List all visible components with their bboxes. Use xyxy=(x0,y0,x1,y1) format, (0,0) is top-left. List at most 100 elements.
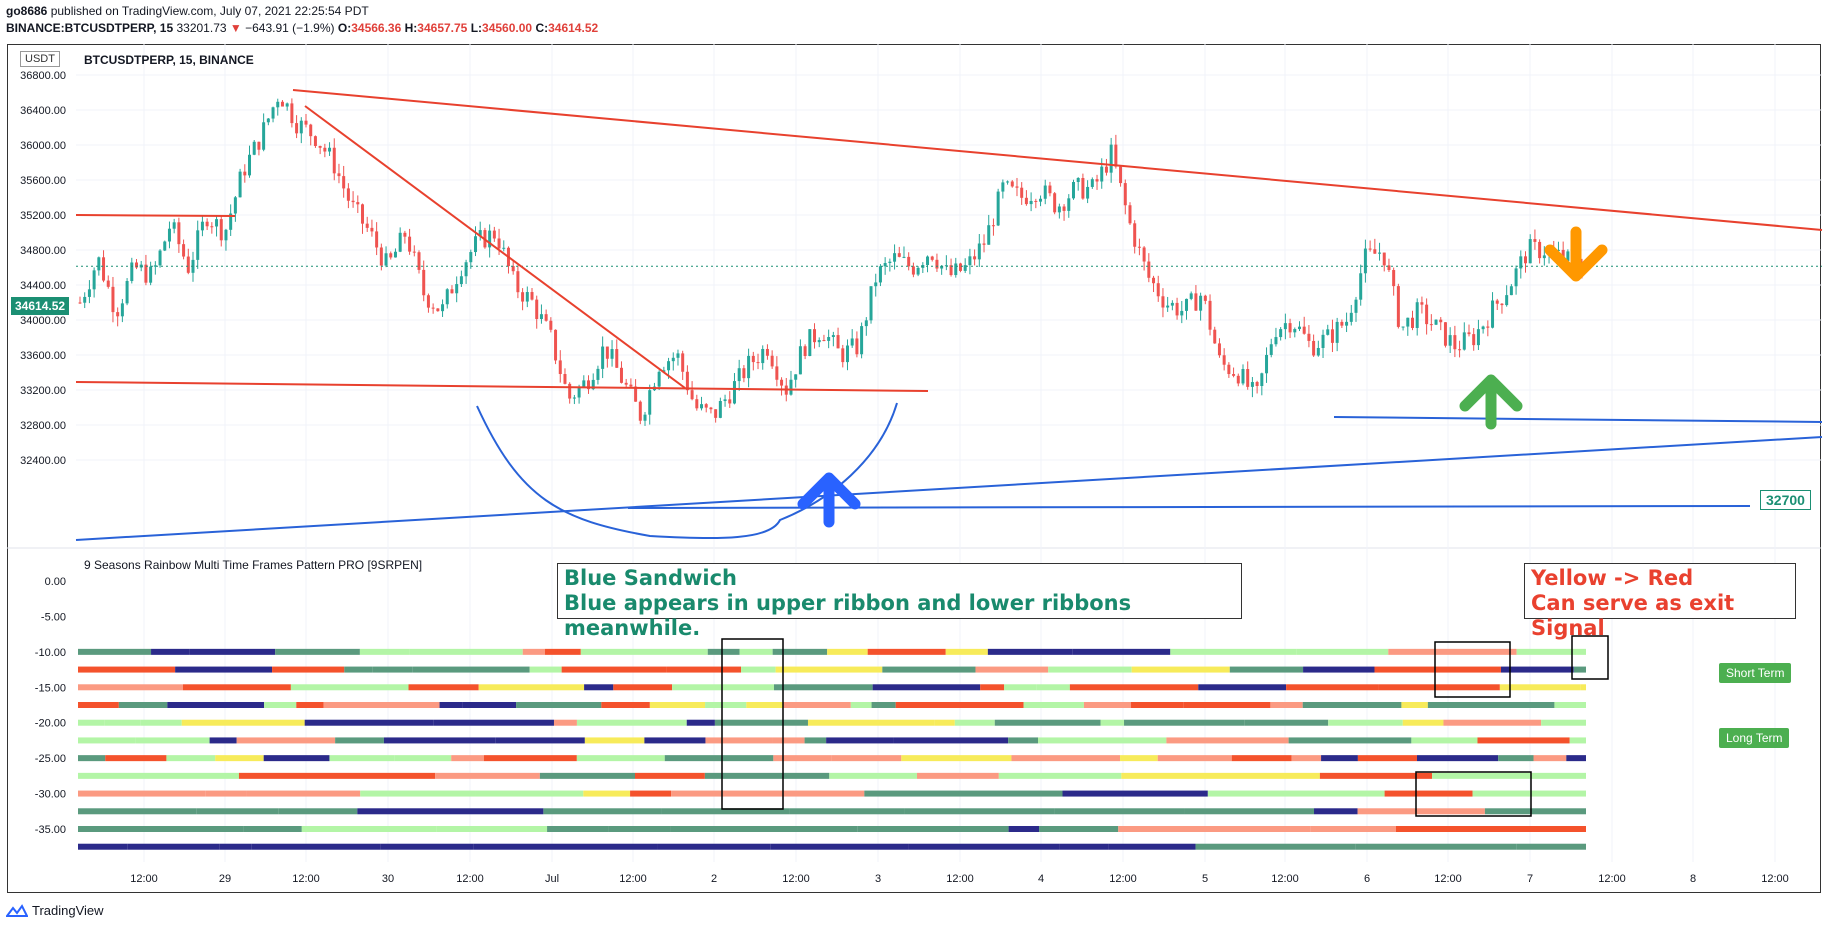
candle-body xyxy=(365,223,369,228)
ribbon-segment xyxy=(357,808,544,815)
candle-body xyxy=(1236,375,1240,384)
ribbon-segment xyxy=(1296,648,1389,655)
candle-body xyxy=(1006,181,1010,183)
ribbon-segment xyxy=(705,702,747,708)
ribbon-segment xyxy=(394,755,452,762)
candle-body xyxy=(163,241,167,251)
ribbon-segment xyxy=(1059,843,1109,850)
ribbon-segment xyxy=(409,648,523,655)
annotation-blue-sandwich[interactable]: Blue Sandwich Blue appears in upper ribb… xyxy=(557,563,1242,640)
ribbon-segment xyxy=(1008,737,1038,744)
candle-body xyxy=(624,382,628,385)
candle-body xyxy=(1137,246,1141,248)
ribbon-segment xyxy=(78,648,152,655)
y-tick-label: -25.00 xyxy=(35,753,66,765)
candle-body xyxy=(756,362,760,364)
candle-body xyxy=(718,401,722,418)
chart-frame[interactable] xyxy=(7,44,1821,893)
ribbon-segment xyxy=(1039,826,1119,832)
candle-body xyxy=(657,371,661,387)
candle-body xyxy=(403,232,407,237)
candle-body xyxy=(92,270,96,290)
candle-body xyxy=(958,263,962,271)
candle-body xyxy=(1363,248,1367,274)
candle-body xyxy=(1528,239,1532,264)
candle-body xyxy=(318,145,322,148)
candle-body xyxy=(445,289,449,305)
candle-body xyxy=(1269,344,1273,355)
ribbon-segment xyxy=(672,684,774,691)
y-tick-label: -5.00 xyxy=(41,611,66,623)
y-tick-label: 36400.00 xyxy=(20,105,66,117)
candle-body xyxy=(1378,252,1382,254)
candle-body xyxy=(1448,335,1452,346)
candle-body xyxy=(412,251,416,253)
candle-body xyxy=(681,353,685,372)
ribbon-segment xyxy=(1472,790,1586,797)
candle-body xyxy=(1034,200,1038,202)
ribbon-segment xyxy=(1401,702,1428,708)
candle-body xyxy=(1128,205,1132,224)
short-term-tag[interactable]: Short Term xyxy=(1719,663,1792,683)
ribbon-segment xyxy=(451,755,484,762)
candle-body xyxy=(888,261,892,264)
candle-body xyxy=(1170,302,1174,306)
candle-body xyxy=(1453,335,1457,350)
candle-body xyxy=(911,266,915,275)
ribbon-segment xyxy=(436,826,548,832)
long-term-tag[interactable]: Long Term xyxy=(1719,728,1790,748)
candle-body xyxy=(1345,321,1349,326)
candle-body xyxy=(1015,186,1019,188)
ribbon-segment xyxy=(773,684,873,691)
ribbon-segment xyxy=(344,666,373,673)
ribbon-segment xyxy=(1131,702,1184,708)
candle-body xyxy=(1396,286,1400,327)
candle-body xyxy=(389,253,393,258)
ribbon-segment xyxy=(151,648,190,655)
candle-body xyxy=(384,253,388,266)
candle-body xyxy=(1208,300,1212,330)
ribbon-segment xyxy=(1157,755,1232,762)
candle-body xyxy=(1203,295,1207,301)
x-tick-label: 4 xyxy=(1038,873,1044,885)
candle-body xyxy=(290,103,294,124)
candle-body xyxy=(1486,326,1490,328)
candle-body xyxy=(619,367,623,383)
ribbon-segment xyxy=(238,772,436,779)
annotation-exit-signal[interactable]: Yellow -> Red Can serve as exit Signal xyxy=(1524,563,1796,640)
blue-trend-line xyxy=(75,436,1823,541)
x-tick-label: 8 xyxy=(1690,873,1696,885)
ribbon-segment xyxy=(827,648,868,655)
ribbon-segment xyxy=(1054,808,1185,815)
ribbon-segment xyxy=(243,826,302,832)
candle-body xyxy=(1156,283,1160,297)
candle-body xyxy=(1519,256,1523,269)
candle-body xyxy=(751,355,755,363)
ribbon-segment xyxy=(576,719,687,726)
currency-badge[interactable]: USDT xyxy=(20,51,60,67)
ribbon-segment xyxy=(634,772,705,779)
ribbon-segment xyxy=(1310,826,1396,832)
candle-body xyxy=(864,320,868,327)
ribbon-segment xyxy=(209,737,237,744)
candle-body xyxy=(1180,310,1184,316)
tradingview-logo[interactable]: TradingView xyxy=(6,903,104,918)
candle-body xyxy=(902,256,906,258)
candle-body xyxy=(455,284,459,294)
candle-body xyxy=(587,380,591,390)
candle-body xyxy=(205,221,209,227)
candle-body xyxy=(1100,166,1104,182)
x-tick-label: 12:00 xyxy=(1109,873,1137,885)
candle-body xyxy=(238,171,242,198)
ribbon-segment xyxy=(872,684,981,691)
annotation-line: Blue appears in upper ribbon and lower r… xyxy=(564,591,1132,640)
ribbon-segment xyxy=(945,648,988,655)
candle-body xyxy=(1250,382,1254,387)
candle-body xyxy=(1335,321,1339,343)
candle-body xyxy=(827,337,831,341)
ribbon-segment xyxy=(1499,684,1581,691)
candle-body xyxy=(700,404,704,409)
red-trend-line xyxy=(75,381,929,392)
candle-body xyxy=(813,329,817,343)
